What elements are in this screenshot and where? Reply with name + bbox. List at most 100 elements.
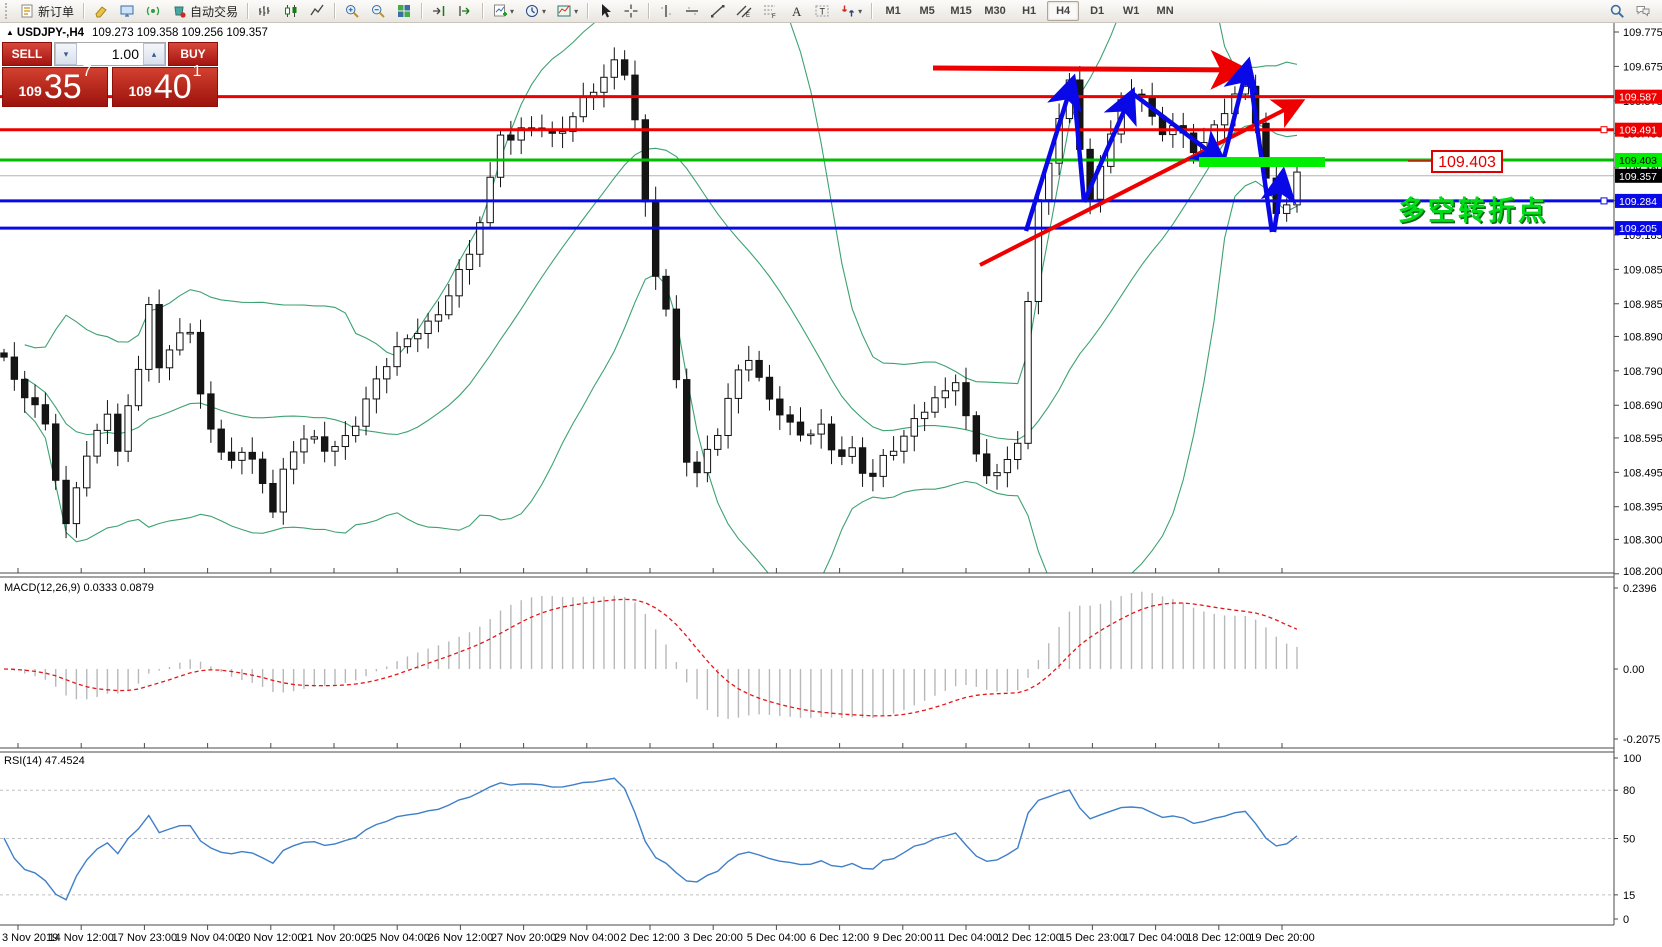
new-chart-button[interactable]: ▾ [488, 0, 518, 22]
macd-label: MACD(12,26,9) 0.0333 0.0879 [4, 582, 154, 594]
bars-icon [257, 3, 273, 19]
text-button[interactable]: A [784, 0, 808, 22]
candle-body [703, 448, 712, 474]
templates-button[interactable]: ▾ [552, 0, 582, 22]
chat-button[interactable] [1631, 0, 1655, 22]
price-tick-label: 108.690 [1623, 400, 1662, 412]
candle-body [362, 398, 370, 427]
volume-decrease-button[interactable]: ▾ [55, 43, 77, 65]
candlestick-chart-button[interactable] [279, 0, 303, 22]
buy-button[interactable]: BUY [168, 42, 218, 66]
collapse-triangle-icon[interactable]: ▲ [6, 28, 14, 37]
time-label: 2 Dec 12:00 [620, 932, 679, 944]
candle-body [765, 376, 774, 400]
cursor-button[interactable] [593, 0, 617, 22]
buy-price-figure: 109 [128, 83, 152, 99]
timeframe-m15-button[interactable]: M15 [950, 5, 972, 17]
chart-canvas[interactable]: 109.775109.675109.575109.480109.380109.2… [0, 23, 1662, 947]
market-watch-button[interactable] [115, 0, 139, 22]
candle-body [755, 359, 763, 378]
bar-chart-button[interactable] [253, 0, 277, 22]
zoom-in-button[interactable] [340, 0, 364, 22]
arrows-button[interactable]: ▾ [836, 0, 866, 22]
sell-price-button[interactable]: 109 35 7 [2, 63, 108, 107]
price-path-zigzag[interactable] [1081, 86, 1137, 203]
turning-point-note[interactable]: 多空转折点 [1398, 195, 1548, 226]
chart-area[interactable]: 109.775109.675109.575109.480109.380109.2… [0, 23, 1662, 947]
price-path-zigzag[interactable] [1260, 166, 1297, 233]
tile-icon [396, 3, 412, 19]
price-path-zigzag[interactable] [1023, 73, 1082, 232]
candle-body [289, 451, 298, 470]
timeframe-w1-button[interactable]: W1 [1122, 5, 1140, 17]
fibonacci-button[interactable]: F [758, 0, 782, 22]
timeframe-m1-button[interactable]: M1 [885, 5, 901, 17]
crosshair-button[interactable] [619, 0, 643, 22]
signals-button[interactable] [141, 0, 165, 22]
volume-spinner: ▾ ▴ [54, 42, 166, 66]
time-label: 14 Nov 12:00 [48, 932, 113, 944]
vline-icon [658, 3, 674, 19]
green-highlight-segment[interactable] [1199, 157, 1325, 167]
current-price-tag [1615, 168, 1662, 183]
candle-body [972, 415, 981, 455]
auto-trading-button[interactable]: 自动交易 [167, 0, 242, 22]
textA-icon: A [788, 3, 804, 19]
time-label: 3 Nov 2019 [2, 932, 58, 944]
macd-indicator [3, 591, 1298, 719]
toolbar-separator [334, 3, 336, 19]
line-chart-button[interactable] [305, 0, 329, 22]
dropdown-arrow-icon[interactable]: ▾ [510, 6, 515, 16]
eraser-icon [93, 3, 109, 19]
hline-handle[interactable] [1600, 197, 1608, 205]
timeframe-d1-button[interactable]: D1 [1090, 5, 1105, 17]
volume-input[interactable] [77, 43, 143, 65]
tile-windows-button[interactable] [392, 0, 416, 22]
resistance-trendline[interactable] [932, 49, 1251, 90]
text-label-button[interactable]: T [810, 0, 834, 22]
one-click-trading-panel: SELL ▾ ▴ BUY 109 35 7 109 40 1 [2, 42, 218, 107]
toolbar-separator [421, 3, 423, 19]
dropdown-arrow-icon[interactable]: ▾ [542, 6, 547, 16]
hline-price-tag [1615, 221, 1662, 236]
price-path-zigzag[interactable] [1130, 91, 1229, 167]
hline-handle[interactable] [1600, 126, 1608, 134]
equidistant-channel-button[interactable]: E [732, 0, 756, 22]
bollinger-middle-band [24, 123, 1298, 441]
candle-body [300, 438, 308, 453]
candle-body [1282, 204, 1291, 214]
volume-increase-button[interactable]: ▴ [143, 43, 165, 65]
price-path-zigzag[interactable] [1070, 79, 1087, 203]
search-button[interactable] [1605, 0, 1629, 22]
hline-price-tag-label: 109.284 [1619, 196, 1657, 208]
monitor-icon [119, 3, 135, 19]
candle-body [227, 451, 236, 461]
candle-body [145, 304, 153, 370]
chart-shift-button[interactable] [453, 0, 477, 22]
timeframe-m5-button[interactable]: M5 [919, 5, 935, 17]
linechart-icon [309, 3, 325, 19]
price-callout-box[interactable] [1431, 150, 1503, 173]
trendline-button[interactable] [706, 0, 730, 22]
price-path-zigzag[interactable] [1220, 56, 1259, 163]
ascending-trendline[interactable] [979, 99, 1306, 267]
sell-button[interactable]: SELL [2, 42, 52, 66]
periods-button[interactable]: ▾ [520, 0, 550, 22]
vertical-line-button[interactable] [654, 0, 678, 22]
timeframe-m30-button[interactable]: M30 [984, 5, 1006, 17]
new-order-button[interactable]: 新订单 [15, 0, 78, 22]
timeframe-h1-button[interactable]: H1 [1022, 5, 1037, 17]
metaeditor-button[interactable] [89, 0, 113, 22]
buy-price-button[interactable]: 109 40 1 [112, 63, 218, 107]
timeframe-h4-button[interactable]: H4 [1047, 1, 1080, 21]
auto-scroll-button[interactable] [427, 0, 451, 22]
dropdown-arrow-icon[interactable]: ▾ [574, 6, 579, 16]
horizontal-line-button[interactable] [680, 0, 704, 22]
svg-text:E: E [746, 13, 750, 19]
candle-body [165, 349, 174, 369]
price-tick-label: 108.395 [1623, 502, 1662, 514]
zoom-out-button[interactable] [366, 0, 390, 22]
timeframe-mn-button[interactable]: MN [1156, 5, 1174, 17]
dropdown-arrow-icon[interactable]: ▾ [858, 6, 863, 16]
